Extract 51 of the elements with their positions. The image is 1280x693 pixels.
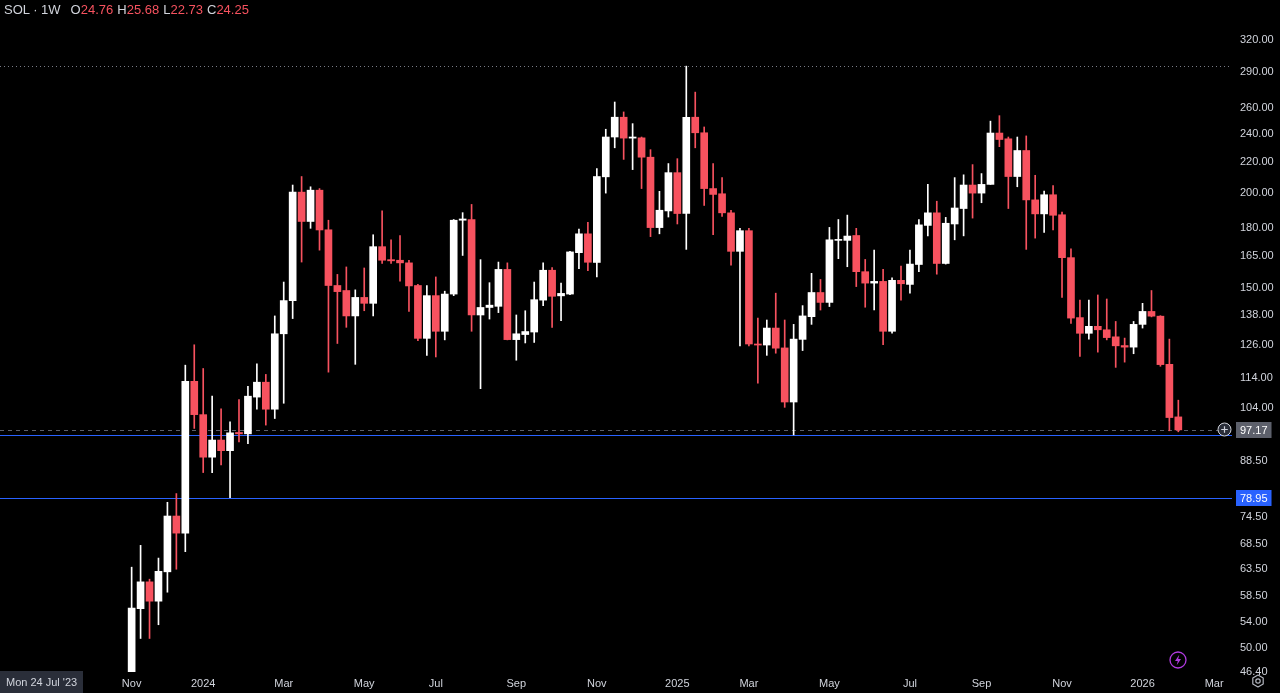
candlestick bbox=[208, 395, 216, 473]
x-tick-label: Jul bbox=[902, 676, 917, 689]
x-tick-label: Mar bbox=[274, 676, 294, 689]
y-tick-label: 150.00 bbox=[1240, 280, 1274, 293]
candlestick bbox=[736, 227, 744, 347]
text: Mon 24 Jul '23 bbox=[0, 671, 84, 693]
x-tick-label: Jul bbox=[428, 676, 443, 689]
annotation: O24.76 H25.68 L22.73 C24.25 bbox=[70, 2, 249, 17]
y-tick-label: 165.00 bbox=[1240, 249, 1274, 262]
y-tick-label: 54.00 bbox=[1240, 615, 1268, 628]
y-tick-label: 46.40 bbox=[1240, 665, 1268, 678]
ref-line-label: 97.17 bbox=[1240, 423, 1268, 436]
candlestick bbox=[226, 421, 234, 499]
y-tick-label: 63.50 bbox=[1240, 562, 1268, 575]
y-tick-label: 260.00 bbox=[1240, 100, 1274, 113]
ref-line-label: 78.95 bbox=[1240, 491, 1268, 504]
x-tick-label: Sep bbox=[971, 676, 992, 689]
x-tick-label: May bbox=[353, 676, 376, 689]
y-tick-label: 320.00 bbox=[1240, 32, 1274, 45]
y-tick-label: 58.50 bbox=[1240, 589, 1268, 602]
y-tick-label: 138.00 bbox=[1240, 308, 1274, 321]
y-tick-label: 68.50 bbox=[1240, 537, 1268, 550]
candlestick bbox=[897, 265, 905, 301]
candlestick bbox=[1085, 299, 1093, 340]
candlestick bbox=[360, 267, 369, 312]
y-tick-label: 104.00 bbox=[1240, 400, 1274, 413]
y-tick-label: 114.00 bbox=[1240, 370, 1273, 383]
y-tick-label: 290.00 bbox=[1240, 64, 1274, 77]
x-tick-label: 2026 bbox=[1130, 676, 1155, 689]
y-tick-label: 126.00 bbox=[1240, 337, 1274, 350]
y-tick-label: 180.00 bbox=[1240, 220, 1274, 233]
x-tick-label: 2025 bbox=[665, 676, 690, 689]
x-tick-label: Nov bbox=[121, 676, 142, 689]
y-tick-label: 200.00 bbox=[1240, 186, 1274, 199]
x-tick-label: 2024 bbox=[190, 676, 216, 689]
chart-title: SOL · 1W bbox=[4, 2, 61, 17]
y-tick-label: 88.50 bbox=[1240, 453, 1268, 466]
x-tick-label: Nov bbox=[1052, 676, 1073, 689]
x-tick-label: Sep bbox=[506, 676, 527, 689]
x-tick-label: Mar bbox=[1204, 676, 1224, 689]
candlestick bbox=[1031, 174, 1040, 239]
y-tick-label: 220.00 bbox=[1240, 155, 1274, 168]
x-tick-label: Mar bbox=[739, 676, 759, 689]
x-tick-label: Nov bbox=[587, 676, 608, 689]
y-tick-label: 50.00 bbox=[1240, 640, 1268, 653]
candlestick bbox=[217, 408, 225, 466]
candlestick bbox=[235, 399, 243, 443]
x-tick-label: May bbox=[819, 676, 841, 689]
y-tick-label: 74.50 bbox=[1240, 509, 1268, 522]
y-tick-label: 240.00 bbox=[1240, 126, 1274, 139]
candlestick bbox=[351, 289, 360, 365]
